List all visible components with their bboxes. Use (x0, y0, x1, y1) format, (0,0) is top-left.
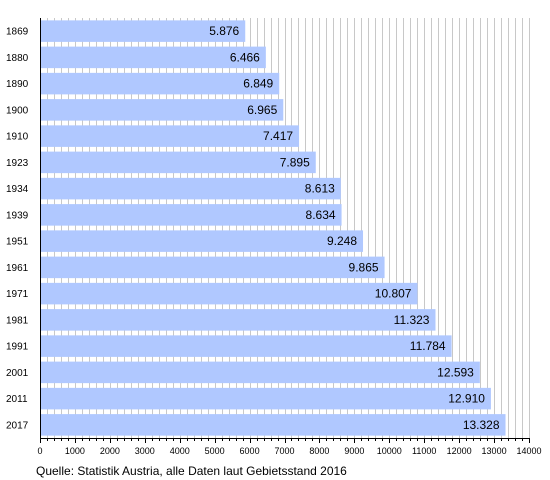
category-label: 2001 (6, 368, 29, 379)
category-label: 2011 (6, 394, 28, 405)
category-label: 1971 (6, 289, 29, 300)
bar (40, 309, 436, 331)
bar (40, 361, 480, 384)
x-tick-label: 10000 (377, 446, 402, 456)
axes (40, 18, 530, 443)
bar (40, 125, 300, 147)
category-label: 1961 (6, 263, 29, 274)
x-tick-label: 12000 (447, 446, 472, 456)
x-tick-label: 11000 (412, 446, 436, 456)
data-label: 12.593 (437, 365, 474, 379)
category-label: 1934 (6, 184, 29, 195)
data-label: 8.634 (306, 208, 336, 222)
category-label: 1923 (6, 158, 29, 169)
x-tick-label: 9000 (344, 446, 364, 456)
data-label: 10.807 (375, 287, 412, 301)
data-label: 11.784 (410, 339, 446, 353)
x-tick-label: 3000 (135, 446, 155, 456)
data-label: 7.417 (263, 129, 293, 143)
x-tick-label: 0 (37, 446, 42, 456)
category-label: 1900 (6, 105, 29, 116)
bar (40, 387, 491, 410)
data-label: 6.849 (243, 77, 273, 91)
x-tick-label: 6000 (240, 446, 260, 456)
source-note: Quelle: Statistik Austria, alle Daten la… (36, 464, 347, 478)
category-label: 1869 (6, 27, 29, 38)
bar (40, 256, 385, 279)
category-label: 1981 (6, 315, 29, 326)
category-label: 1951 (6, 237, 29, 248)
data-label: 5.876 (209, 24, 239, 38)
data-label: 6.466 (230, 50, 260, 64)
x-tick-label: 8000 (309, 446, 329, 456)
category-label: 1880 (6, 53, 29, 64)
data-label: 9.865 (349, 260, 379, 274)
bar (40, 20, 246, 42)
x-tick-label: 1000 (65, 446, 85, 456)
category-label: 1939 (6, 210, 29, 221)
category-label: 2017 (6, 420, 29, 431)
data-label: 11.323 (394, 313, 430, 327)
bar (40, 99, 284, 121)
x-tick-label: 5000 (205, 446, 225, 456)
x-tick-label: 2000 (100, 446, 120, 456)
data-label: 8.613 (305, 182, 335, 196)
bar (40, 335, 452, 357)
bar (40, 414, 506, 436)
category-label: 1991 (6, 342, 29, 353)
category-label: 1910 (6, 132, 29, 143)
data-label: 6.965 (247, 103, 277, 117)
x-tick-label: 7000 (274, 446, 294, 456)
bar (40, 151, 316, 174)
x-tick-label: 13000 (482, 446, 507, 456)
x-tick-label: 4000 (170, 446, 190, 456)
category-label: 1890 (6, 79, 29, 90)
x-tick-label: 14000 (516, 446, 541, 456)
bar (40, 72, 280, 95)
data-label: 12.910 (448, 392, 485, 406)
bar (40, 177, 341, 200)
bars: 5.876 6.466 6.849 6.965 7.417 7.895 8.613 8.634… (40, 20, 506, 436)
bar (40, 230, 364, 252)
category-labels: 1869 1880 1890 1900 1910 1923 1934 1939 1951 1961… (6, 27, 29, 432)
tick-labels: 0 1000 2000 3000 4000 5000 6000 7000 8000 9000 100… (37, 446, 541, 456)
bar (40, 282, 418, 305)
bar (40, 204, 342, 226)
data-label: 13.328 (463, 418, 500, 432)
data-label: 9.248 (327, 234, 357, 248)
data-label: 7.895 (280, 155, 310, 169)
bar (40, 46, 266, 69)
